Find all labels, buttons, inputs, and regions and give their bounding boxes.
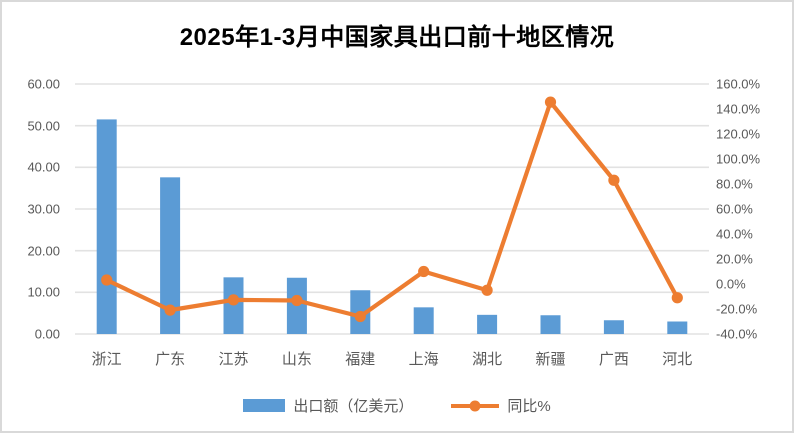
- category-label-福建: 福建: [345, 351, 376, 368]
- line-marker-广东: [164, 304, 176, 316]
- line-marker-山东: [291, 294, 303, 307]
- right-axis-tick: 60.0%: [716, 201, 753, 217]
- left-axis-tick: 0.00: [34, 326, 60, 342]
- category-label-河北: 河北: [662, 351, 693, 368]
- category-label-山东: 山东: [281, 351, 312, 368]
- bar-上海: [413, 307, 434, 334]
- bar-series-swatch-icon: [243, 399, 286, 412]
- right-axis-tick: 160.0%: [716, 76, 761, 92]
- line-marker-新疆: [544, 96, 557, 108]
- category-label-上海: 上海: [408, 351, 439, 368]
- right-axis-tick: 120.0%: [716, 126, 761, 142]
- category-label-浙江: 浙江: [91, 351, 122, 368]
- category-label-湖北: 湖北: [472, 351, 503, 368]
- left-axis-tick: 20.00: [27, 243, 60, 259]
- right-axis-tick: 40.0%: [716, 226, 753, 242]
- left-axis-tick: 10.00: [27, 284, 60, 300]
- legend-label-export-value: 出口额（亿美元）: [293, 398, 414, 415]
- bar-浙江: [96, 119, 117, 335]
- category-label-江苏: 江苏: [218, 351, 249, 368]
- bar-湖北: [477, 314, 498, 334]
- line-marker-福建: [354, 310, 366, 323]
- line-marker-河北: [671, 292, 683, 304]
- category-label-新疆: 新疆: [535, 351, 566, 368]
- line-series-swatch-icon: [451, 400, 500, 411]
- bar-广东: [160, 177, 181, 334]
- legend-item-yoy: 同比%: [451, 395, 551, 416]
- right-axis-tick: -20.0%: [716, 301, 758, 317]
- line-marker-广西: [608, 174, 620, 186]
- right-axis-tick: -40.0%: [716, 326, 758, 342]
- chart-title: 2025年1-3月中国家具出口前十地区情况: [179, 24, 615, 51]
- line-marker-上海: [418, 265, 430, 278]
- right-axis-tick: 0.0%: [716, 276, 746, 292]
- legend-item-export-value: 出口额（亿美元）: [243, 395, 413, 416]
- line-marker-dot-icon: [469, 400, 481, 411]
- right-axis-tick: 100.0%: [716, 151, 761, 167]
- legend: 出口额（亿美元） 同比%: [2, 395, 792, 416]
- right-axis-tick: 140.0%: [716, 101, 761, 117]
- category-label-广西: 广西: [598, 351, 629, 368]
- line-marker-湖北: [481, 284, 493, 296]
- left-axis-tick: 30.00: [27, 201, 60, 217]
- left-axis-tick: 50.00: [27, 118, 60, 134]
- bar-河北: [667, 321, 688, 334]
- right-axis-tick: 80.0%: [716, 176, 753, 192]
- legend-label-yoy: 同比%: [507, 398, 551, 415]
- bar-广西: [603, 320, 624, 334]
- left-axis-tick: 60.00: [27, 76, 60, 92]
- bar-江苏: [223, 277, 244, 334]
- yoy-line-series: [104, 100, 680, 319]
- category-label-广东: 广东: [155, 351, 186, 368]
- line-marker-浙江: [101, 274, 113, 286]
- bar-新疆: [540, 315, 561, 334]
- right-axis-tick: 20.0%: [716, 251, 753, 267]
- left-axis-tick: 40.00: [27, 159, 60, 175]
- line-marker-江苏: [227, 294, 240, 306]
